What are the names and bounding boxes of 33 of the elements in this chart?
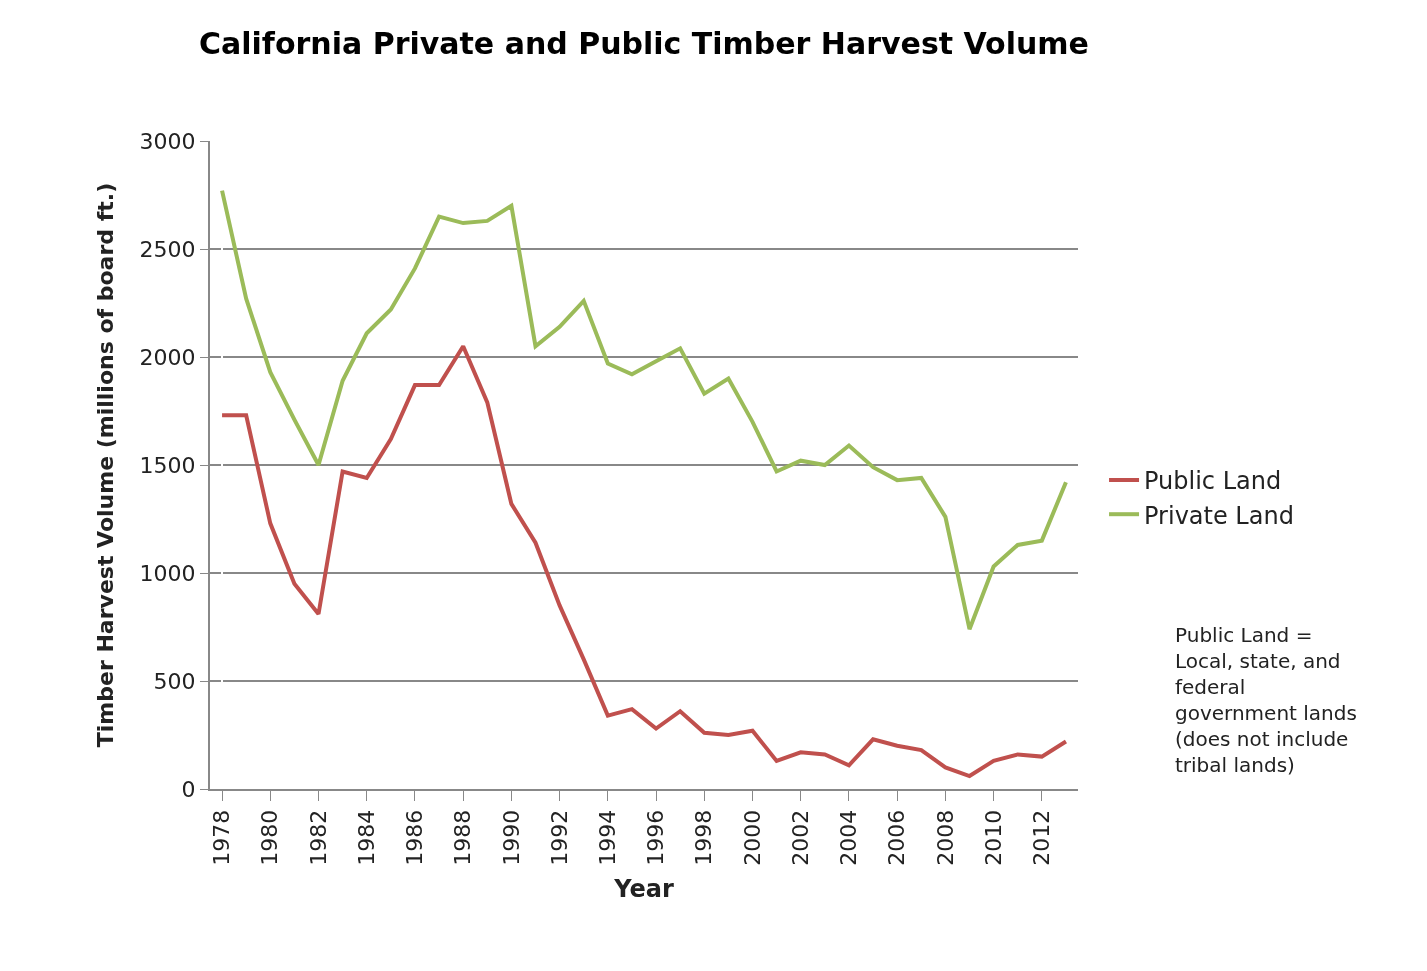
x-tick-label: 2008 [932, 809, 958, 866]
text: Public Land = Local, state, and federal government lands (does not include tribal lands) [1175, 623, 1357, 777]
line-series [220, 344, 1068, 779]
line-series [220, 188, 1068, 632]
x-tick-label: 2000 [739, 809, 765, 866]
y-tick-label: 3000 [139, 128, 196, 154]
y-tick-label: 500 [153, 668, 196, 694]
x-tick-label: 2006 [884, 809, 910, 866]
x-tick-label: 1980 [257, 809, 283, 866]
x-tick-label: 1988 [450, 809, 476, 866]
x-axis-title: Year [613, 874, 674, 903]
x-tick-label: 1978 [209, 809, 235, 866]
y-tick-label: 1000 [139, 560, 196, 586]
y-tick-label: 0 [181, 776, 196, 802]
chart-title: California Private and Public Timber Harvest Volume [199, 26, 1089, 62]
legend-label: Public Land [1144, 467, 1282, 496]
x-tick-label: 1992 [546, 809, 572, 866]
x-tick-label: 2004 [836, 809, 862, 866]
x-tick-label: 2010 [980, 809, 1006, 866]
y-tick-label: 1500 [139, 452, 196, 478]
y-axis-title: Timber Harvest Volume (millions of board ft.) [92, 182, 118, 748]
x-tick-label: 1990 [498, 809, 524, 866]
x-tick-label: 1994 [594, 809, 620, 866]
legend-label: Private Land [1144, 501, 1294, 530]
x-tick-label: 1986 [402, 809, 428, 866]
y-tick-label: 2500 [139, 236, 196, 262]
x-tick-label: 1982 [305, 809, 331, 866]
x-tick-label: 1996 [643, 809, 669, 866]
x-tick-label: 1984 [353, 809, 379, 866]
x-tick-label: 2002 [787, 809, 813, 866]
x-tick-label: 2012 [1028, 809, 1054, 866]
y-tick-label: 2000 [139, 344, 196, 370]
x-tick-label: 1998 [691, 809, 717, 866]
